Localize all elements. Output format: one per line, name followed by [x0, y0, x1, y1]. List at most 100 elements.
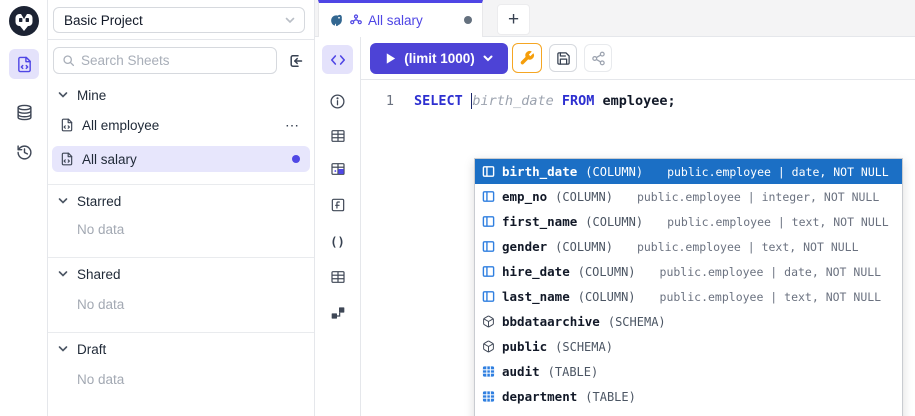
tab-parentheses[interactable]: ()	[322, 227, 353, 256]
editor-side-rail: ()	[315, 37, 361, 416]
schema-diagram-icon	[330, 305, 346, 321]
chevron-down-icon	[57, 268, 69, 280]
sql-keyword: FROM	[561, 93, 595, 109]
section-header-mine[interactable]: Mine	[57, 84, 106, 106]
autocomplete-item[interactable]: birth_date (COLUMN) public.employee | da…	[475, 159, 902, 184]
tab-table-grid[interactable]	[322, 262, 353, 291]
bytebase-logo[interactable]	[8, 5, 40, 37]
tab-info[interactable]	[322, 87, 353, 116]
section-label: Draft	[77, 341, 107, 357]
project-selector[interactable]: Basic Project	[53, 7, 305, 33]
save-button[interactable]	[549, 44, 577, 72]
code-icon	[330, 53, 346, 67]
schema-icon	[481, 315, 495, 329]
section-header-starred[interactable]: Starred	[57, 190, 121, 212]
table-grid-icon	[330, 269, 346, 285]
column-icon	[481, 290, 495, 304]
empty-state-text: No data	[77, 372, 125, 387]
code-line: 1 SELECT birth_date FROM employee;	[361, 93, 676, 109]
autocomplete-item-name: audit	[502, 364, 540, 379]
autocomplete-item[interactable]: first_name (COLUMN) public.employee | te…	[475, 209, 902, 234]
chevron-down-icon	[57, 89, 69, 101]
database-icon	[16, 104, 33, 121]
tab-all-salary[interactable]: All salary	[318, 0, 483, 37]
autocomplete-item-detail: public.employee | integer, NOT NULL	[636, 189, 880, 204]
autocomplete-item-name: gender	[502, 239, 548, 254]
autocomplete-item[interactable]: gender (COLUMN) public.employee | text, …	[475, 234, 902, 259]
autocomplete-popup: birth_date (COLUMN) public.employee | da…	[474, 158, 903, 416]
sheet-file-icon	[60, 152, 74, 166]
autocomplete-item[interactable]: emp_no (COLUMN) public.employee | intege…	[475, 184, 902, 209]
share-button[interactable]	[584, 44, 612, 72]
tab-table-data[interactable]	[322, 154, 353, 183]
empty-state-text: No data	[77, 297, 125, 312]
table-icon	[481, 365, 495, 379]
autocomplete-item-name: department	[502, 389, 578, 404]
project-row: Basic Project	[48, 0, 314, 40]
active-sheet-dot	[292, 155, 300, 163]
function-icon	[330, 197, 346, 213]
team-icon	[349, 13, 363, 27]
share-icon	[591, 51, 606, 66]
search-input[interactable]	[81, 53, 268, 68]
sheet-item-label: All employee	[82, 117, 160, 133]
autocomplete-item[interactable]: last_name (COLUMN) public.employee | tex…	[475, 284, 902, 309]
chevron-down-icon	[57, 343, 69, 355]
autocomplete-item-detail: public.employee | date, NOT NULL	[659, 264, 882, 279]
section-header-shared[interactable]: Shared	[57, 263, 121, 285]
tab-label: All salary	[368, 12, 423, 28]
section-header-draft[interactable]: Draft	[57, 338, 106, 360]
tab-schema-diagram[interactable]	[322, 298, 353, 327]
info-icon	[329, 93, 346, 110]
new-tab-button[interactable]: +	[497, 4, 530, 35]
autocomplete-item-detail: public.employee | date, NOT NULL	[667, 164, 889, 179]
editor-pane: (limit 1000)	[361, 37, 915, 416]
tab-tables[interactable]	[322, 121, 353, 150]
parentheses-icon: ()	[330, 234, 345, 249]
autocomplete-item-kind: (COLUMN)	[577, 289, 636, 304]
column-icon	[481, 240, 495, 254]
sheet-item-all-salary[interactable]: All salary	[52, 146, 310, 172]
format-sql-button[interactable]	[512, 43, 542, 73]
tab-functions[interactable]	[322, 190, 353, 219]
ghost-suggestion: birth_date	[472, 93, 554, 109]
tab-sql-editor[interactable]	[322, 45, 353, 74]
autocomplete-item[interactable]: hire_date (COLUMN) public.employee | dat…	[475, 259, 902, 284]
table-data-icon	[330, 161, 346, 177]
autocomplete-item-detail: public.employee | text, NOT NULL	[659, 289, 882, 304]
sidebar-item-databases[interactable]	[9, 97, 39, 127]
autocomplete-item[interactable]: dept_emp (TABLE)	[475, 409, 902, 416]
search-icon	[62, 54, 75, 67]
autocomplete-item-kind: (TABLE)	[585, 389, 636, 404]
sidebar-item-history[interactable]	[9, 137, 39, 167]
autocomplete-item-detail: public.employee | text, NOT NULL	[636, 239, 859, 254]
search-box[interactable]	[53, 47, 277, 74]
chevron-down-icon[interactable]	[482, 52, 494, 64]
column-icon	[481, 215, 495, 229]
toolbar: (limit 1000)	[361, 37, 915, 80]
autocomplete-item[interactable]: bbdataarchive (SCHEMA)	[475, 309, 902, 334]
sidebar-item-sheets[interactable]	[9, 49, 39, 79]
autocomplete-item[interactable]: audit (TABLE)	[475, 359, 902, 384]
sheet-item-label: All salary	[82, 151, 137, 167]
table-icon	[481, 390, 495, 404]
autocomplete-item[interactable]: department (TABLE)	[475, 384, 902, 409]
autocomplete-item-kind: (COLUMN)	[585, 164, 644, 179]
chevron-down-icon	[284, 14, 296, 26]
sql-editor[interactable]: 1 SELECT birth_date FROM employee;	[361, 80, 915, 416]
more-actions-icon[interactable]: ⋯	[285, 117, 300, 133]
autocomplete-item-kind: (SCHEMA)	[555, 339, 613, 354]
autocomplete-item[interactable]: public (SCHEMA)	[475, 334, 902, 359]
autocomplete-item-name: birth_date	[502, 164, 578, 179]
import-sheet-button[interactable]	[285, 50, 307, 72]
sheet-item-all-employee[interactable]: All employee ⋯	[52, 112, 310, 138]
autocomplete-item-kind: (COLUMN)	[585, 214, 644, 229]
autocomplete-item-name: bbdataarchive	[502, 314, 600, 329]
save-icon	[556, 51, 571, 66]
empty-state-text: No data	[77, 222, 125, 237]
run-query-button[interactable]: (limit 1000)	[370, 42, 508, 74]
column-icon	[481, 265, 495, 279]
column-icon	[481, 190, 495, 204]
section-label: Starred	[77, 193, 122, 209]
